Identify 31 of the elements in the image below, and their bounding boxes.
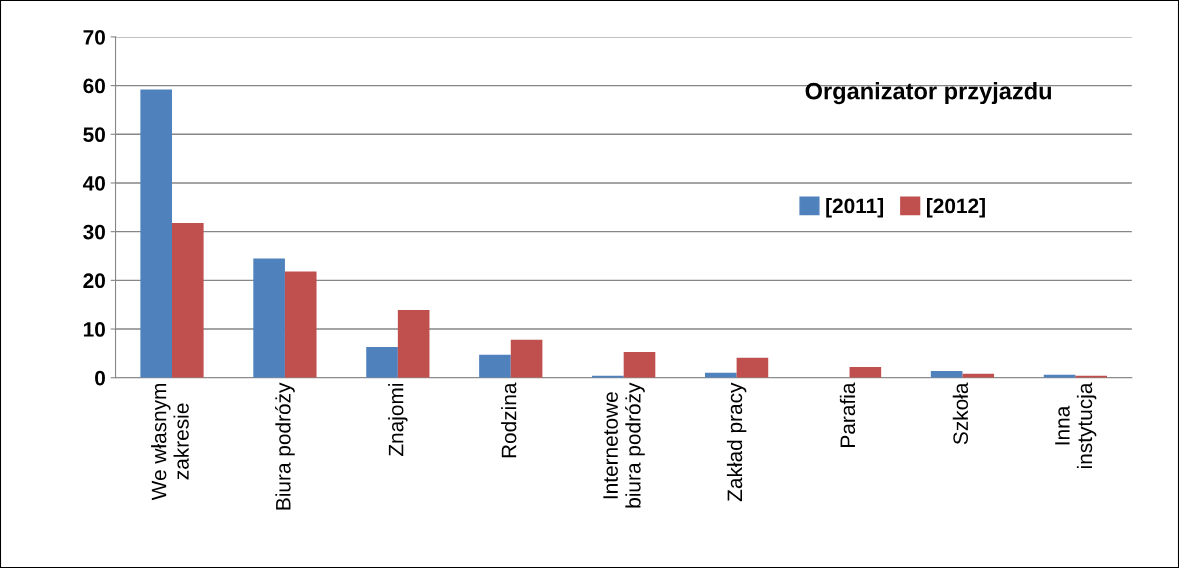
bar bbox=[479, 354, 511, 378]
x-tick-label: Szkoła bbox=[952, 382, 969, 445]
y-tick-label: 20 bbox=[83, 273, 105, 289]
bar bbox=[172, 222, 204, 378]
bar bbox=[366, 347, 398, 378]
bar bbox=[736, 357, 769, 378]
x-tick-label: Internetowe biura podróży bbox=[603, 382, 645, 508]
legend-label: [2012] bbox=[927, 197, 985, 218]
bar bbox=[284, 271, 317, 378]
text: Organizator przyjazdu bbox=[805, 82, 1052, 105]
bar bbox=[140, 89, 172, 378]
y-tick-label: 10 bbox=[83, 322, 105, 337]
legend-label: [2011] bbox=[826, 197, 884, 218]
y-tick-label: 60 bbox=[83, 78, 105, 94]
y-tick-label: 0 bbox=[95, 370, 105, 386]
x-tick-label: Biura podróży bbox=[275, 382, 295, 510]
y-tick-label: 40 bbox=[82, 175, 105, 191]
x-tick-label: Inna instytucja bbox=[1055, 382, 1097, 469]
bar bbox=[397, 310, 430, 378]
x-tick-label: Zakład pracy bbox=[726, 382, 747, 502]
bar bbox=[623, 351, 656, 378]
y-tick-label: 50 bbox=[83, 127, 105, 143]
x-tick-label: We własnym zakresie bbox=[151, 383, 189, 501]
x-tick-label: Rodzina bbox=[501, 382, 517, 458]
x-tick-label: Parafia bbox=[839, 382, 856, 447]
y-tick-label: 30 bbox=[83, 224, 105, 240]
bar bbox=[253, 258, 285, 378]
bar bbox=[510, 339, 543, 378]
bar bbox=[849, 367, 882, 378]
x-tick-label: Znajomi bbox=[388, 383, 408, 457]
y-tick-label: 70 bbox=[83, 29, 105, 45]
